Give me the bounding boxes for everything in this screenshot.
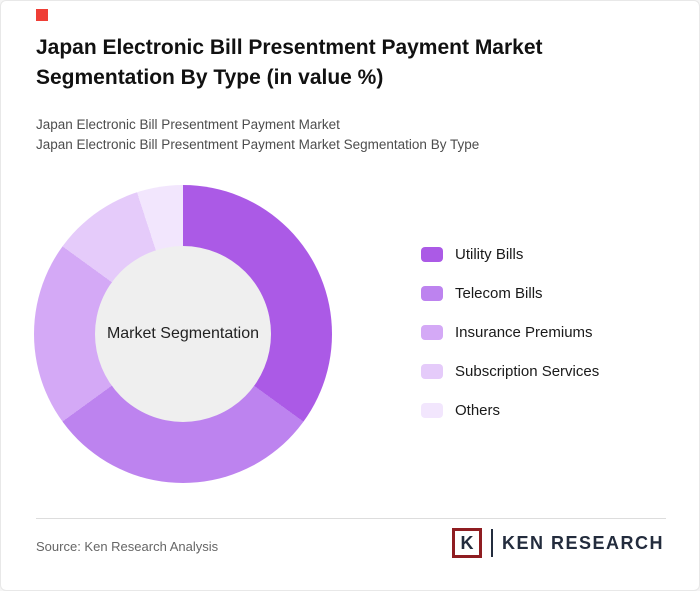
page-title: Japan Electronic Bill Presentment Paymen… bbox=[36, 36, 543, 89]
source-text: Source: Ken Research Analysis bbox=[36, 539, 219, 554]
legend-label: Subscription Services bbox=[455, 362, 600, 380]
legend-swatch bbox=[421, 246, 443, 262]
legend-swatch bbox=[421, 402, 443, 418]
chart-subtitles: Japan Electronic Bill Presentment Paymen… bbox=[36, 115, 479, 155]
legend-swatch bbox=[421, 285, 443, 301]
footer-divider bbox=[36, 518, 666, 519]
ken-research-logo: K KEN RESEARCH bbox=[451, 528, 664, 558]
legend-swatch bbox=[421, 324, 443, 340]
subtitle-line-2: Japan Electronic Bill Presentment Paymen… bbox=[36, 137, 480, 152]
legend-item: Subscription Services bbox=[421, 362, 600, 380]
donut-center-label: Market Segmentation bbox=[106, 325, 260, 342]
legend-item: Insurance Premiums bbox=[421, 323, 599, 341]
subtitle-line-1: Japan Electronic Bill Presentment Paymen… bbox=[36, 117, 340, 132]
legend-label: Telecom Bills bbox=[455, 284, 543, 302]
donut-chart: Market Segmentation bbox=[34, 185, 332, 483]
legend-item: Utility Bills bbox=[421, 245, 599, 263]
legend-label: Insurance Premiums bbox=[455, 323, 593, 341]
chart-legend: Utility Bills Telecom Bills Insurance Prem… bbox=[421, 245, 600, 419]
logo-separator bbox=[490, 529, 493, 557]
ken-logo-letter: K bbox=[460, 532, 474, 553]
legend-item: Telecom Bills bbox=[421, 284, 599, 302]
logo-text: KEN RESEARCH bbox=[501, 532, 664, 553]
legend-label: Others bbox=[455, 401, 501, 419]
legend-label: Utility Bills bbox=[455, 245, 524, 263]
legend-swatch bbox=[421, 363, 443, 379]
donut-center: Market Segmentation bbox=[95, 246, 271, 422]
accent-bar bbox=[36, 9, 48, 21]
legend-item: Others bbox=[421, 401, 599, 419]
ken-logo-icon: K bbox=[451, 528, 482, 558]
